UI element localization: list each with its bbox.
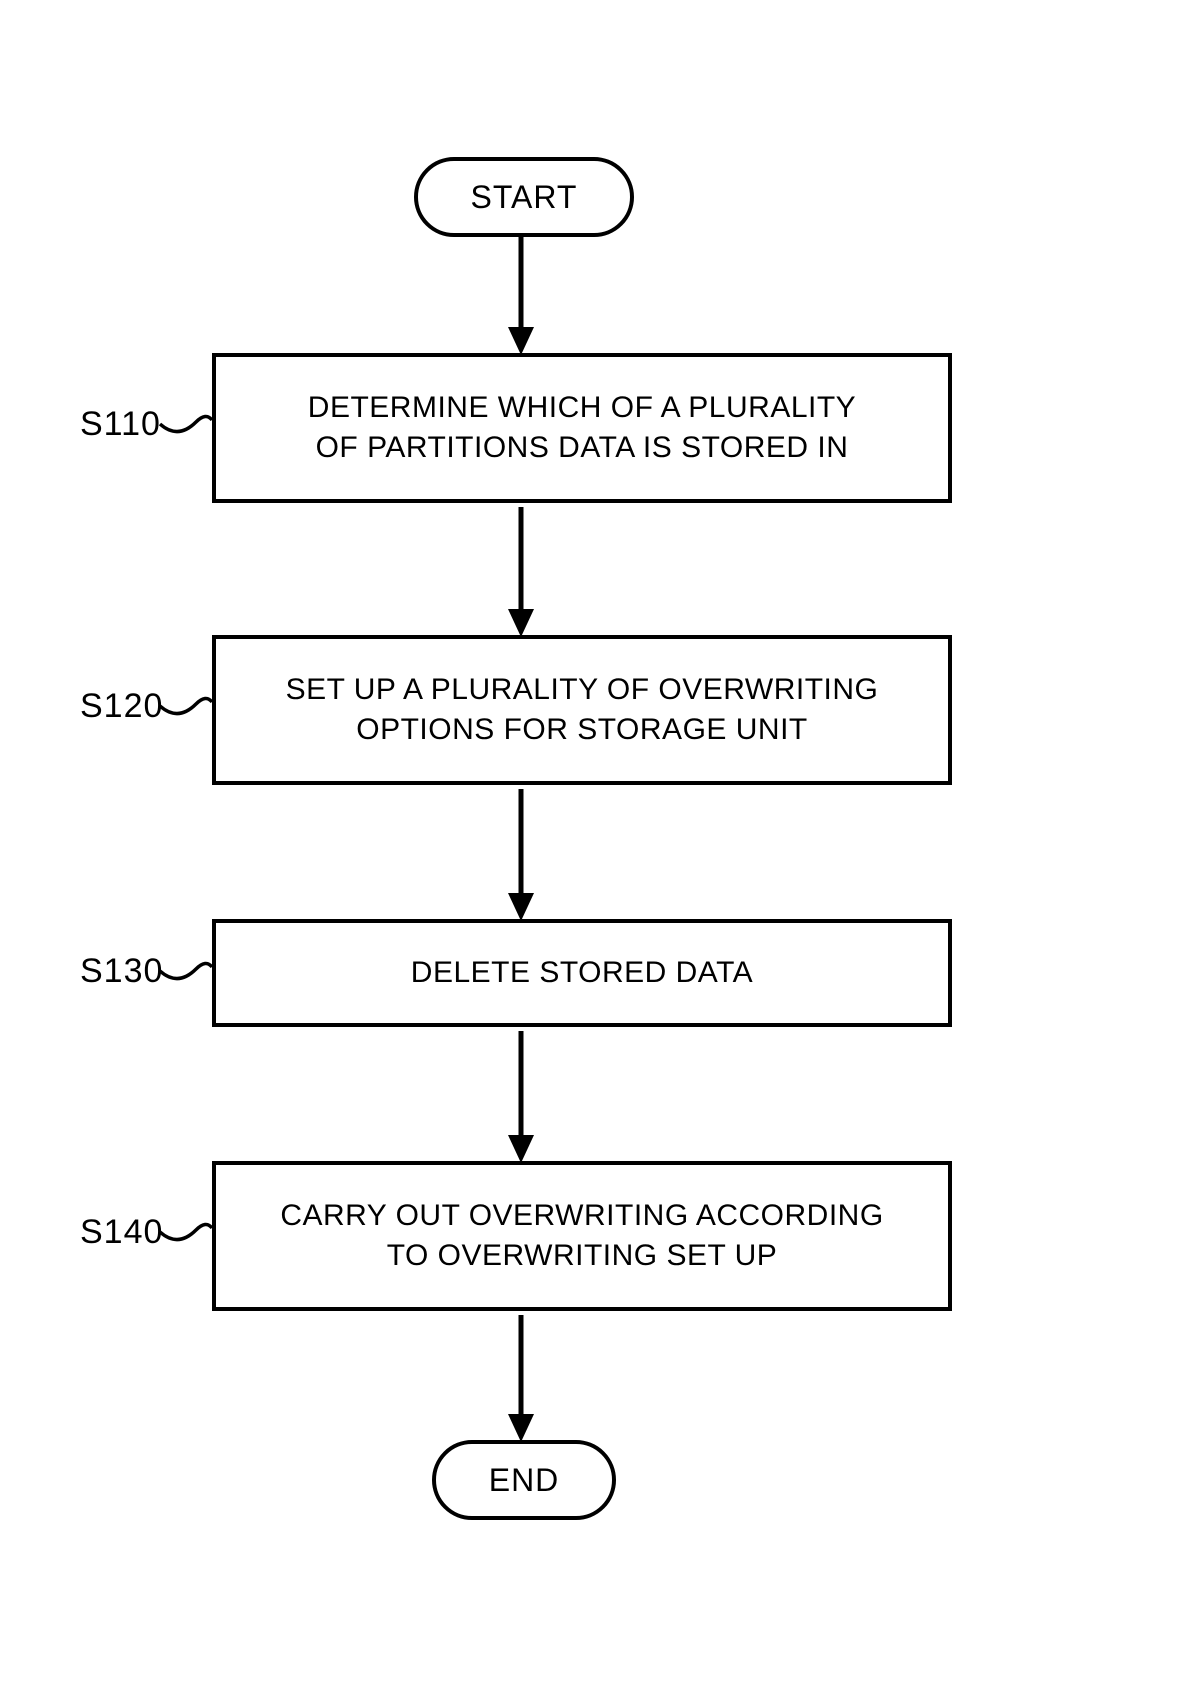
label-connector-s110 xyxy=(158,402,214,442)
process-s120-label: SET UP A PLURALITY OF OVERWRITING OPTION… xyxy=(286,670,879,751)
process-s130-label: DELETE STORED DATA xyxy=(411,953,753,994)
connector-s120-s130 xyxy=(504,789,538,921)
process-s140: CARRY OUT OVERWRITING ACCORDING TO OVERW… xyxy=(212,1161,952,1311)
step-label-s140: S140 xyxy=(80,1213,163,1252)
terminator-end-label: END xyxy=(489,1462,560,1499)
terminator-end: END xyxy=(432,1440,616,1520)
terminator-start: START xyxy=(414,157,634,237)
label-connector-s130 xyxy=(158,949,214,989)
connector-s140-end xyxy=(504,1315,538,1442)
process-s120: SET UP A PLURALITY OF OVERWRITING OPTION… xyxy=(212,635,952,785)
connector-start-s110 xyxy=(504,237,538,355)
flowchart-canvas: START S110 DETERMINE WHICH OF A PLURALIT… xyxy=(0,0,1196,1708)
label-connector-s140 xyxy=(158,1210,214,1250)
process-s130: DELETE STORED DATA xyxy=(212,919,952,1027)
connector-s110-s120 xyxy=(504,507,538,637)
connector-s130-s140 xyxy=(504,1031,538,1163)
process-s140-label: CARRY OUT OVERWRITING ACCORDING TO OVERW… xyxy=(280,1196,883,1277)
label-connector-s120 xyxy=(158,684,214,724)
step-label-s130: S130 xyxy=(80,952,163,991)
process-s110-label: DETERMINE WHICH OF A PLURALITY OF PARTIT… xyxy=(308,388,856,469)
step-label-s120: S120 xyxy=(80,687,163,726)
process-s110: DETERMINE WHICH OF A PLURALITY OF PARTIT… xyxy=(212,353,952,503)
terminator-start-label: START xyxy=(471,179,578,216)
step-label-s110: S110 xyxy=(80,405,161,444)
